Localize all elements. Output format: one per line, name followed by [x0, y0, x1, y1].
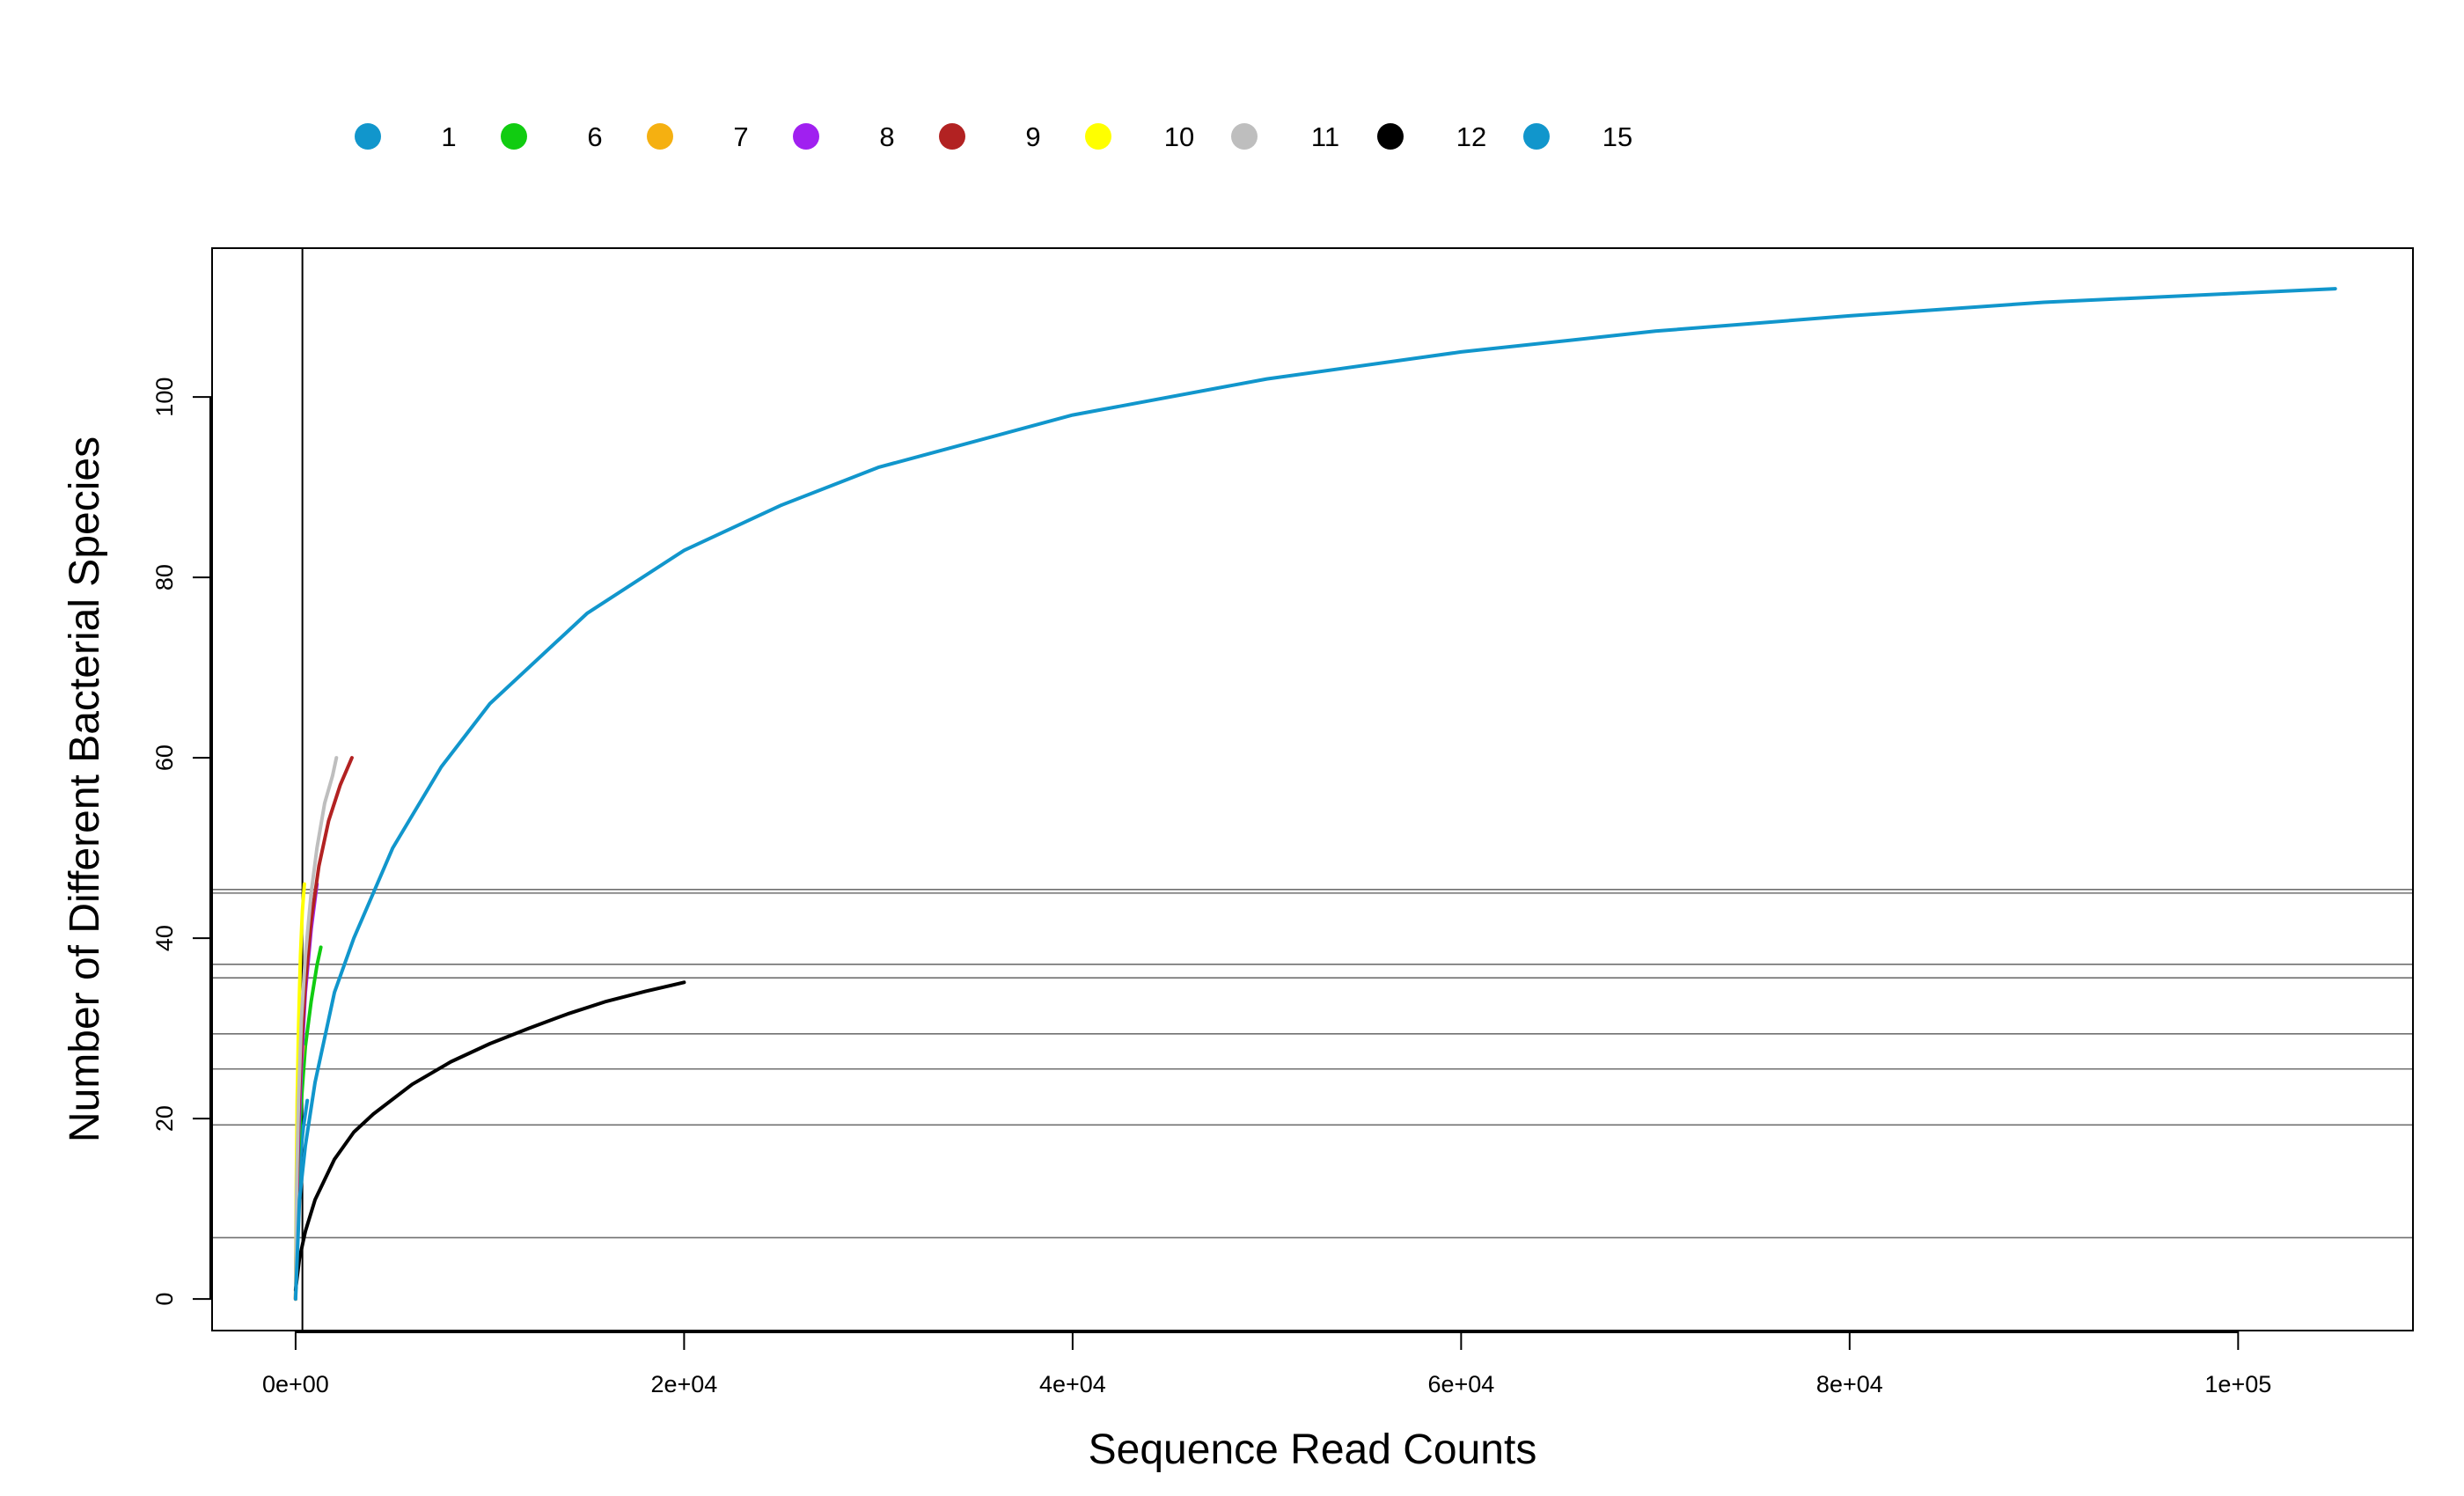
legend-label-9: 9	[1025, 121, 1040, 152]
x-tick-label: 2e+04	[650, 1371, 717, 1397]
legend-label-8: 8	[879, 121, 894, 152]
legend-marker-12	[1377, 123, 1404, 150]
y-axis: 0 20 40 60 80 100	[151, 378, 212, 1306]
series-line-15	[293, 287, 2337, 1302]
y-tick-label: 80	[151, 564, 178, 590]
legend: 1 6 7 8 9 10 11 12 15	[355, 121, 1632, 152]
plot-frame	[211, 247, 2414, 1331]
series-lines	[293, 287, 2337, 1302]
legend-marker-8	[793, 123, 819, 150]
series-line-11	[293, 756, 339, 1302]
legend-label-15: 15	[1602, 121, 1632, 152]
legend-label-1: 1	[441, 121, 456, 152]
legend-label-10: 10	[1164, 121, 1194, 152]
x-axis: 0e+00 2e+04 4e+04 6e+04 8e+04 1e+05	[262, 1331, 2271, 1397]
x-tick-label: 4e+04	[1039, 1371, 1106, 1397]
series-line-12	[293, 980, 686, 1292]
x-axis-title: Sequence Read Counts	[1089, 1426, 1537, 1473]
y-tick-label: 100	[151, 378, 178, 417]
x-tick-label: 8e+04	[1816, 1371, 1883, 1397]
legend-label-12: 12	[1456, 121, 1486, 152]
legend-marker-11	[1231, 123, 1258, 150]
legend-label-7: 7	[733, 121, 748, 152]
legend-marker-7	[647, 123, 673, 150]
legend-marker-9	[939, 123, 965, 150]
x-tick-label: 6e+04	[1427, 1371, 1494, 1397]
x-tick-label: 1e+05	[2204, 1371, 2271, 1397]
legend-marker-10	[1085, 123, 1111, 150]
legend-label-6: 6	[587, 121, 602, 152]
x-tick-label: 0e+00	[262, 1371, 329, 1397]
legend-marker-15	[1523, 123, 1550, 150]
y-tick-label: 0	[151, 1293, 178, 1306]
y-axis-title: Number of Different Bacterial Species	[62, 436, 108, 1142]
y-tick-label: 40	[151, 925, 178, 951]
y-tick-label: 20	[151, 1105, 178, 1132]
legend-label-11: 11	[1311, 121, 1339, 152]
reference-lines	[212, 248, 2413, 1331]
series-line-9	[293, 756, 354, 1302]
legend-marker-6	[501, 123, 527, 150]
y-tick-label: 60	[151, 744, 178, 771]
legend-marker-1	[355, 123, 381, 150]
